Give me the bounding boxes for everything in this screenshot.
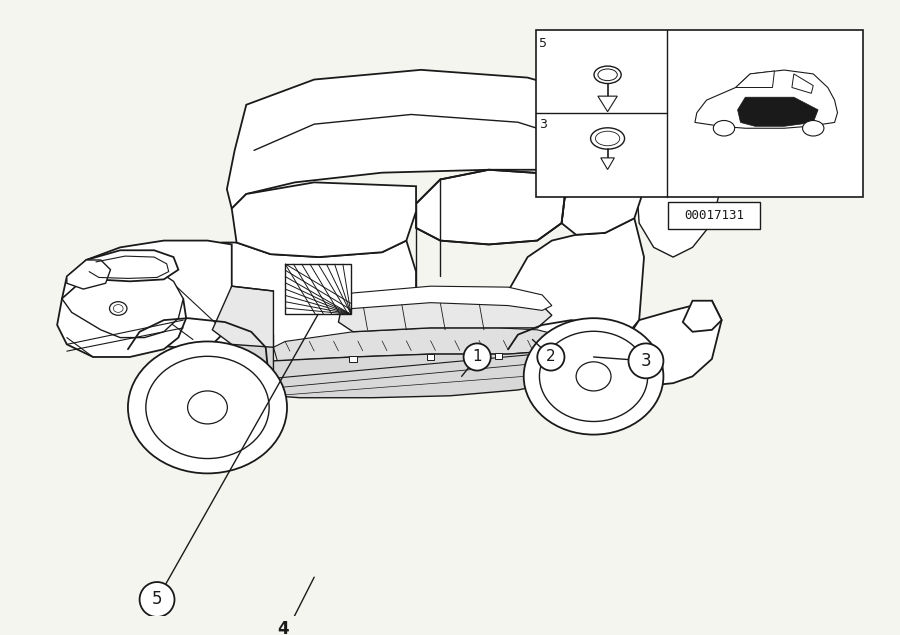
Polygon shape [62,241,231,349]
Polygon shape [67,260,111,289]
Text: 3: 3 [539,118,547,131]
Circle shape [140,582,175,617]
Polygon shape [416,170,564,244]
Text: 2: 2 [546,349,555,364]
Polygon shape [605,301,722,386]
Polygon shape [596,87,722,153]
Ellipse shape [539,331,648,422]
Polygon shape [634,144,722,257]
Text: 00017131: 00017131 [684,209,743,222]
Bar [349,356,357,362]
Text: 3: 3 [641,352,652,370]
Polygon shape [62,267,184,338]
Ellipse shape [596,131,620,146]
Polygon shape [57,283,186,357]
Ellipse shape [576,362,611,391]
Ellipse shape [594,66,621,84]
Polygon shape [274,328,562,361]
Polygon shape [503,218,644,357]
Ellipse shape [110,302,127,315]
Bar [427,354,435,360]
Polygon shape [695,70,838,128]
Polygon shape [601,158,615,170]
Circle shape [628,344,663,378]
Polygon shape [735,71,774,88]
Polygon shape [208,241,416,349]
Polygon shape [792,74,814,93]
Circle shape [464,344,490,371]
Polygon shape [738,97,818,126]
Bar [536,30,863,197]
Polygon shape [562,153,644,235]
Text: 5: 5 [152,591,162,608]
Bar [285,264,351,314]
Ellipse shape [598,69,617,81]
Polygon shape [212,286,274,347]
Circle shape [537,344,564,371]
Polygon shape [598,96,617,112]
Polygon shape [215,335,274,406]
Ellipse shape [714,121,734,136]
Ellipse shape [187,391,228,424]
Polygon shape [227,70,644,208]
Ellipse shape [113,305,123,312]
Text: 1: 1 [472,349,482,364]
Polygon shape [79,250,178,281]
Polygon shape [231,182,416,257]
Ellipse shape [146,356,269,458]
Text: 4: 4 [277,620,289,635]
Polygon shape [338,286,552,312]
Polygon shape [683,301,722,331]
Bar [668,202,760,229]
Ellipse shape [128,342,287,473]
Ellipse shape [803,121,824,136]
Text: 5: 5 [539,37,547,50]
Ellipse shape [590,128,625,149]
Bar [495,353,502,359]
Polygon shape [267,344,568,398]
Polygon shape [338,293,552,331]
Ellipse shape [524,318,663,434]
